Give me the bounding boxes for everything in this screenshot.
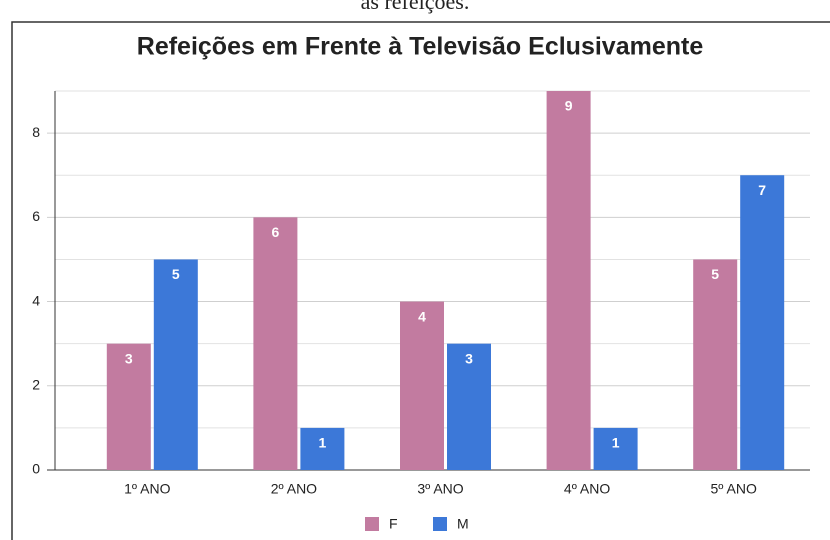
y-tick-label: 4	[32, 292, 40, 308]
x-tick-label: 2º ANO	[271, 481, 317, 497]
bar	[447, 343, 491, 470]
bar	[546, 91, 591, 470]
data-label: 3	[125, 350, 133, 366]
bar	[300, 427, 345, 470]
legend-label: F	[389, 516, 398, 532]
legend-swatch	[433, 517, 447, 531]
bar	[400, 301, 444, 470]
x-tick-label: 4º ANO	[564, 481, 610, 497]
data-label: 7	[758, 182, 766, 198]
y-tick-label: 0	[32, 461, 40, 477]
bar	[740, 175, 785, 470]
data-label: 1	[319, 435, 327, 451]
legend-label: M	[457, 516, 469, 532]
chart-title: Refeições em Frente à Televisão Eclusiva…	[137, 33, 704, 61]
data-label: 3	[465, 350, 473, 366]
data-label: 6	[272, 224, 280, 240]
y-tick-label: 6	[32, 208, 40, 224]
y-tick-label: 2	[32, 376, 40, 392]
x-tick-label: 1º ANO	[124, 481, 170, 497]
bar	[593, 427, 638, 470]
bar	[693, 259, 738, 470]
data-label: 5	[172, 266, 180, 282]
x-tick-label: 5º ANO	[711, 481, 757, 497]
legend-swatch	[365, 517, 379, 531]
data-label: 1	[612, 435, 620, 451]
caption: as refeições.	[361, 0, 470, 14]
x-tick-label: 3º ANO	[417, 481, 463, 497]
bar	[106, 343, 151, 470]
data-label: 9	[565, 98, 573, 114]
data-label: 5	[711, 266, 719, 282]
bar	[153, 259, 198, 470]
bar	[253, 217, 298, 470]
y-tick-label: 8	[32, 124, 40, 140]
data-label: 4	[418, 308, 426, 324]
